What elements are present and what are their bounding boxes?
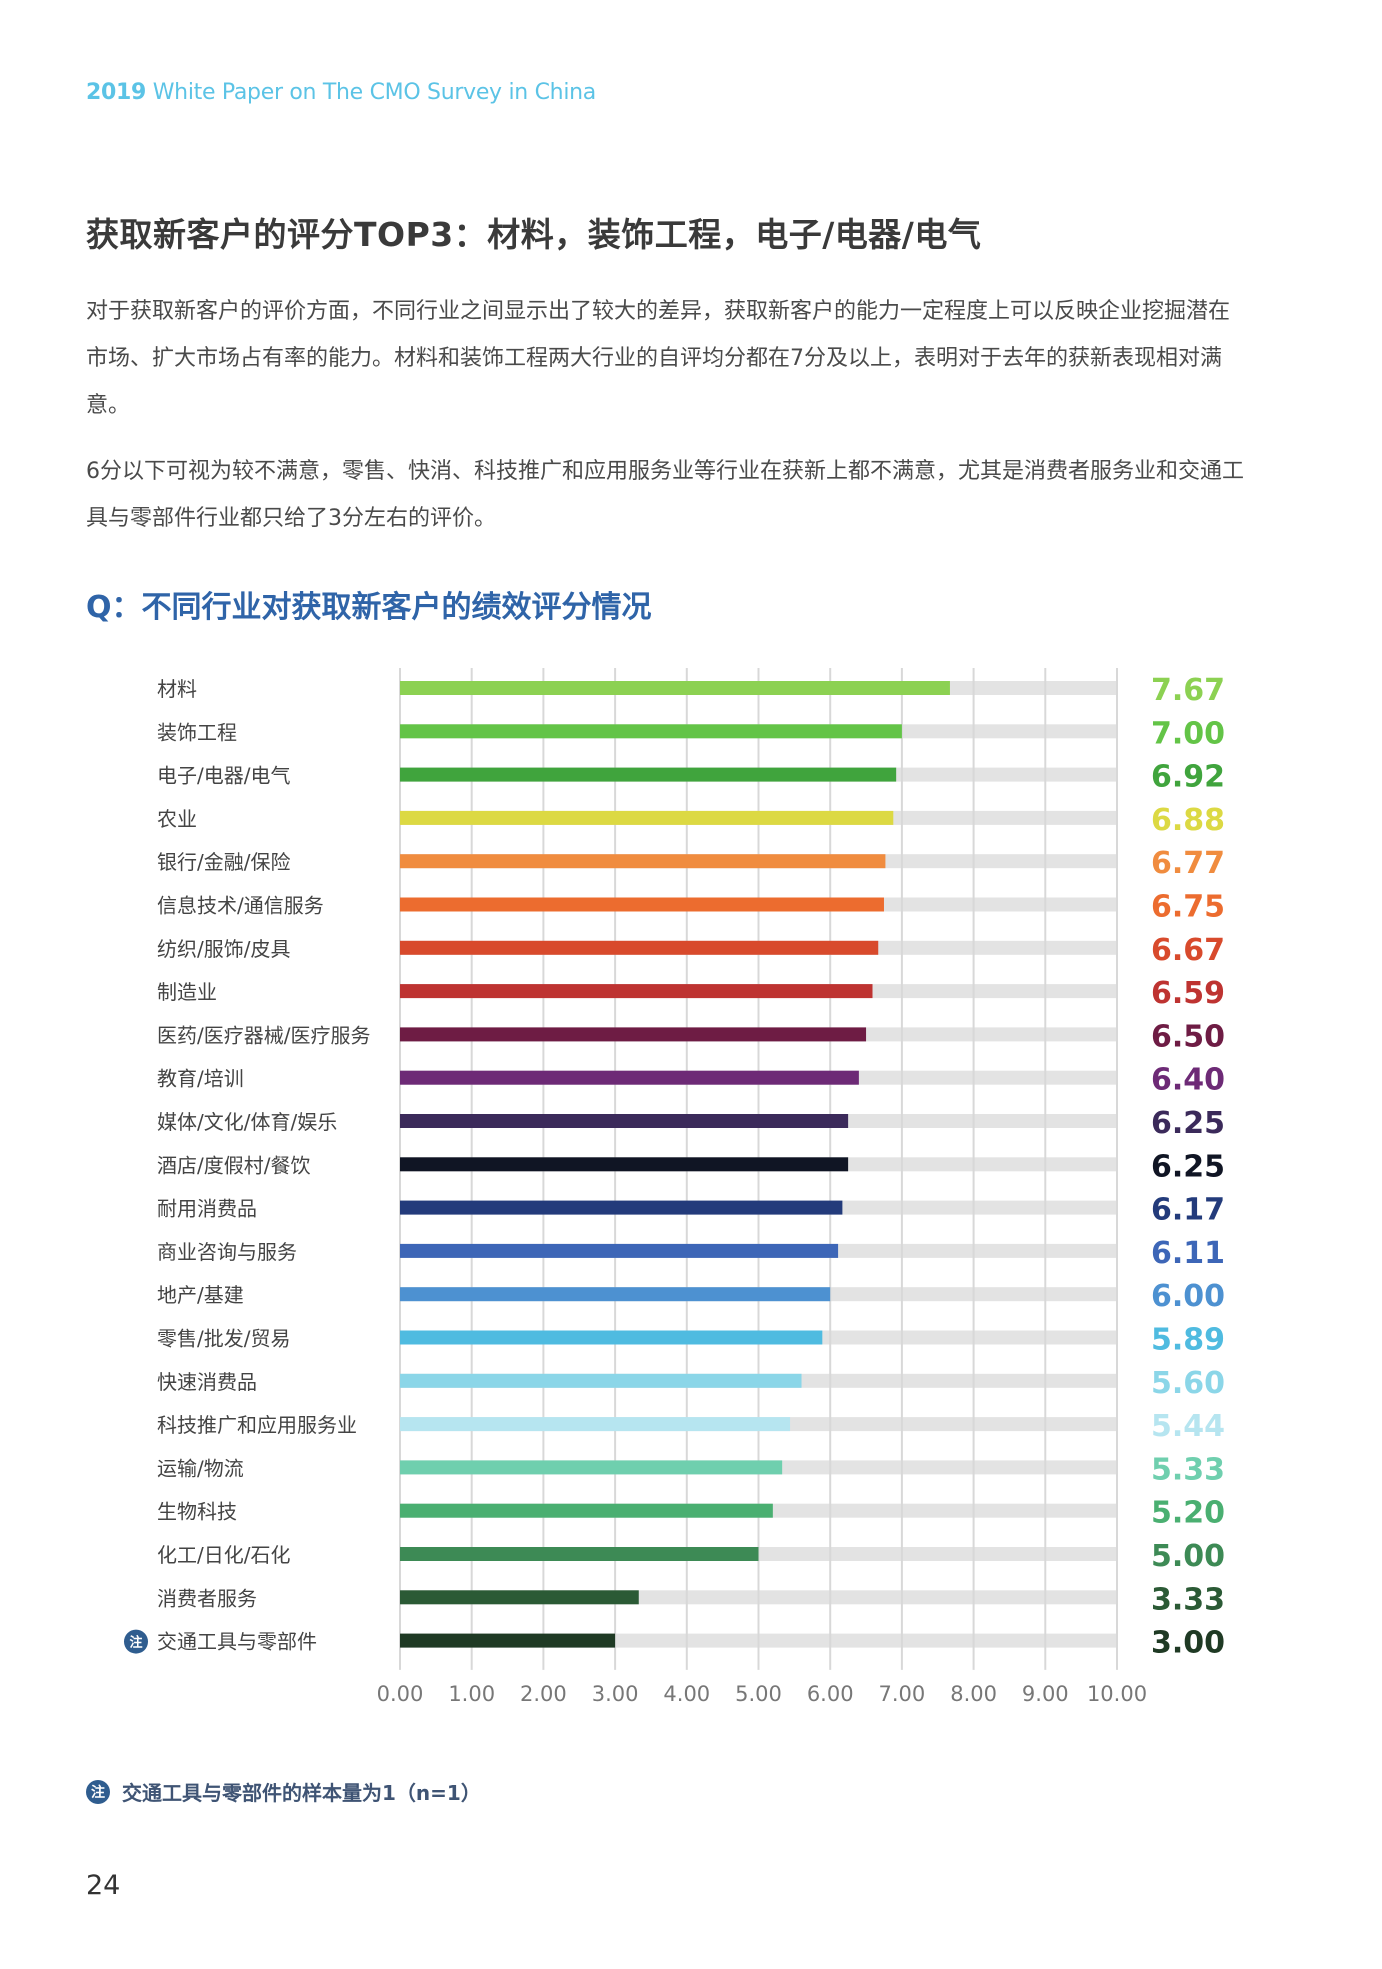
category-label: 运输/物流 (157, 1456, 244, 1480)
category-label: 教育/培训 (157, 1067, 244, 1091)
note-badge-icon: 注 (86, 1779, 110, 1804)
value-label: 5.89 (1151, 1323, 1225, 1358)
category-label: 制造业 (157, 980, 217, 1004)
bar (400, 1287, 831, 1302)
category-label: 装饰工程 (157, 720, 237, 744)
report-header: 2019 White Paper on The CMO Survey in Ch… (86, 80, 596, 105)
bar (400, 1243, 839, 1258)
bar (400, 1373, 802, 1388)
value-label: 6.92 (1151, 760, 1225, 795)
category-label: 信息技术/通信服务 (157, 894, 324, 918)
bar (400, 1330, 823, 1345)
value-label: 6.25 (1151, 1149, 1225, 1184)
industry-score-bar-chart: 材料 7.67 装饰工程 7.00 电子/电器/电气 6.92 农业 6.88 银行/金融/保险… (124, 668, 1225, 1706)
category-label: 酒店/度假村/餐饮 (157, 1153, 310, 1177)
bar (400, 1070, 859, 1085)
category-label: 媒体/文化/体育/娱乐 (157, 1110, 337, 1134)
value-label: 6.40 (1151, 1063, 1225, 1098)
bar (400, 1157, 849, 1172)
value-label: 6.17 (1151, 1193, 1225, 1228)
bar (400, 1460, 783, 1475)
category-label: 商业咨询与服务 (157, 1240, 297, 1264)
value-label: 6.50 (1151, 1019, 1225, 1054)
section-title: 获取新客户的评分TOP3：材料，装饰工程，电子/电器/电气 (86, 215, 982, 254)
x-tick-label: 6.00 (807, 1682, 854, 1706)
category-label: 科技推广和应用服务业 (157, 1413, 357, 1437)
category-label: 地产/基建 (157, 1283, 244, 1307)
x-tick-label: 8.00 (950, 1682, 997, 1706)
value-label: 5.20 (1151, 1496, 1225, 1531)
bar (400, 724, 902, 739)
value-label: 6.25 (1151, 1106, 1225, 1141)
report-title: White Paper on The CMO Survey in China (146, 80, 597, 105)
value-label: 7.00 (1151, 716, 1225, 751)
x-tick-label: 4.00 (663, 1682, 710, 1706)
note-badge-label: 注 (129, 1635, 142, 1651)
category-label: 交通工具与零部件 (157, 1630, 317, 1654)
value-label: 5.00 (1151, 1539, 1225, 1574)
category-label: 农业 (157, 807, 197, 831)
bar (400, 940, 879, 955)
x-tick-label: 3.00 (592, 1682, 639, 1706)
value-label: 3.00 (1151, 1626, 1225, 1661)
bar (400, 1417, 791, 1432)
value-label: 6.88 (1151, 803, 1225, 838)
footnote-text: 交通工具与零部件的样本量为1（n=1） (122, 1781, 481, 1805)
x-tick-label: 5.00 (735, 1682, 782, 1706)
x-tick-label: 7.00 (879, 1682, 926, 1706)
page-number: 24 (86, 1870, 121, 1901)
note-badge-icon (124, 1629, 148, 1654)
category-label: 消费者服务 (157, 1586, 257, 1610)
value-label: 6.67 (1151, 933, 1225, 968)
value-label: 3.33 (1151, 1582, 1225, 1617)
bar (400, 984, 873, 999)
value-label: 5.33 (1151, 1452, 1225, 1487)
value-label: 6.11 (1151, 1236, 1225, 1271)
x-tick-label: 2.00 (520, 1682, 567, 1706)
category-label: 耐用消费品 (157, 1197, 257, 1221)
paragraph-2: 6分以下可视为较不满意，零售、快消、科技推广和应用服务业等行业在获新上都不满意，… (86, 459, 1245, 531)
x-tick-label: 10.00 (1087, 1682, 1147, 1706)
value-label: 7.67 (1151, 673, 1225, 708)
bar (400, 1027, 867, 1042)
category-label: 银行/金融/保险 (157, 850, 290, 874)
footnote: 注 交通工具与零部件的样本量为1（n=1） (86, 1777, 481, 1806)
bar (400, 1114, 849, 1128)
bar (400, 1503, 773, 1518)
category-label: 电子/电器/电气 (157, 764, 290, 788)
category-label: 零售/批发/贸易 (157, 1327, 290, 1351)
category-label: 快速消费品 (157, 1370, 257, 1394)
bar (400, 1590, 639, 1605)
report-year: 2019 (86, 80, 147, 105)
value-label: 5.44 (1151, 1409, 1225, 1444)
category-label: 生物科技 (157, 1500, 237, 1524)
value-label: 6.75 (1151, 890, 1225, 925)
category-label: 材料 (157, 677, 197, 701)
bar (400, 767, 897, 782)
value-label: 6.59 (1151, 976, 1225, 1011)
x-tick-label: 1.00 (448, 1682, 495, 1706)
category-label: 纺织/服饰/皮具 (157, 937, 290, 961)
chart-title: Q：不同行业对获取新客户的绩效评分情况 (86, 590, 652, 625)
category-label: 化工/日化/石化 (157, 1543, 290, 1567)
category-label: 医药/医疗器械/医疗服务 (157, 1023, 370, 1047)
bar (400, 1547, 759, 1561)
bar (400, 897, 884, 912)
bar (400, 1200, 843, 1215)
x-tick-label: 0.00 (377, 1682, 424, 1706)
bar (400, 681, 950, 695)
bar (400, 1633, 616, 1648)
value-label: 6.00 (1151, 1279, 1225, 1314)
bar (400, 810, 894, 825)
value-label: 5.60 (1151, 1366, 1225, 1401)
x-tick-label: 9.00 (1022, 1682, 1069, 1706)
value-label: 6.77 (1151, 846, 1225, 881)
bar (400, 854, 886, 869)
paragraph-1: 对于获取新客户的评价方面，不同行业之间显示出了较大的差异，获取新客户的能力一定程… (86, 299, 1231, 418)
